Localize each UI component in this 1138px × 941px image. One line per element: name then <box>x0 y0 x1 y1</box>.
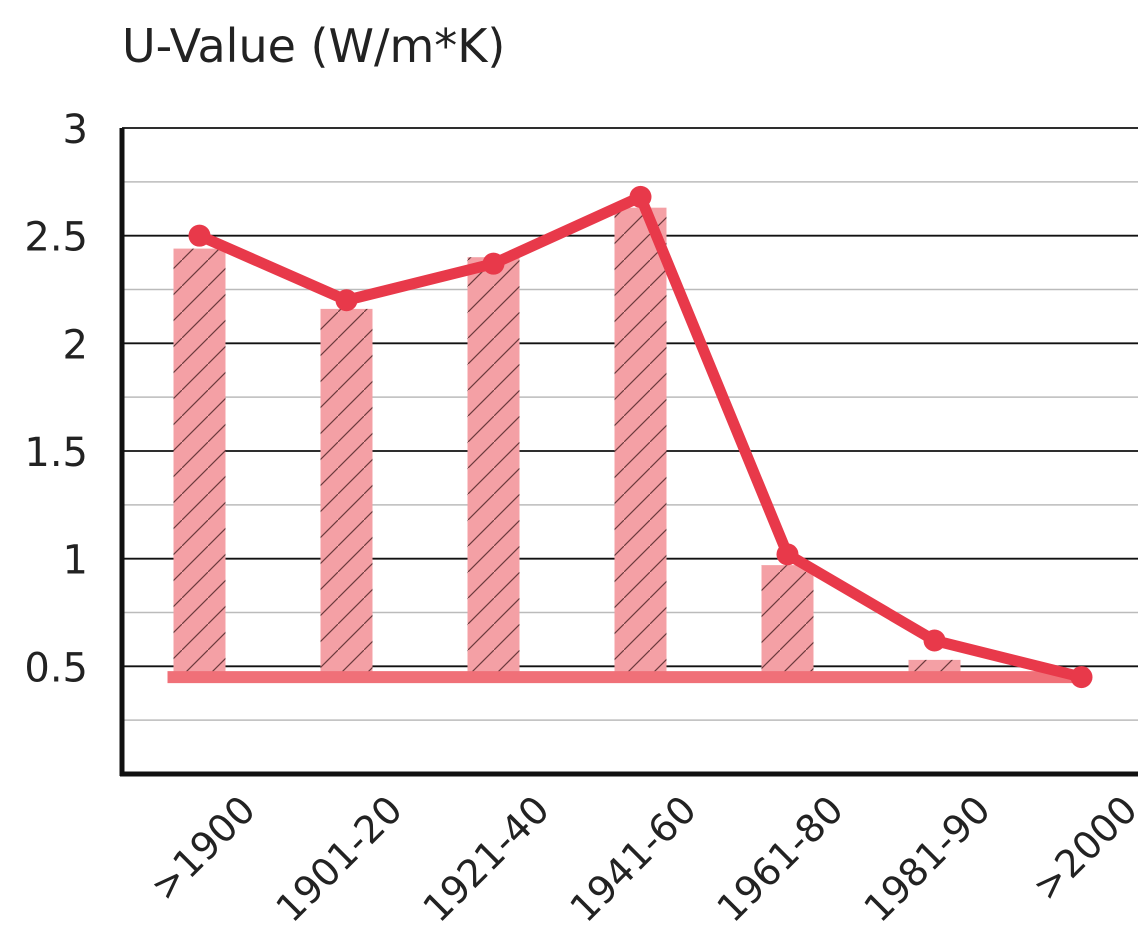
y-tick-label: 2.5 <box>24 215 88 261</box>
y-tick-label: 0.5 <box>24 645 88 691</box>
bar <box>761 565 814 678</box>
y-tick-label: 1 <box>63 538 88 584</box>
x-tick-label: 1961-80 <box>708 787 851 930</box>
x-tick-label: 1921-40 <box>414 787 557 930</box>
x-tick-label: 1981-90 <box>855 787 998 930</box>
x-tick-label: 1941-60 <box>561 787 704 930</box>
y-tick-label: 1.5 <box>24 430 88 476</box>
line-point <box>188 224 211 247</box>
x-tick-label: >1900 <box>142 787 264 909</box>
bar <box>614 207 667 678</box>
bar <box>173 248 226 678</box>
line-point <box>1070 666 1093 689</box>
y-tick-label: 3 <box>63 107 88 153</box>
line-point <box>335 289 358 312</box>
line-point <box>629 185 652 208</box>
y-tick-label: 2 <box>63 322 88 368</box>
chart-title: U-Value (W/m*K) <box>122 19 505 73</box>
bar <box>320 308 373 678</box>
x-tick-label: >2000 <box>1024 787 1138 909</box>
line-point <box>482 252 505 275</box>
line-point <box>923 629 946 652</box>
line-point <box>776 543 799 566</box>
bar <box>467 257 520 678</box>
x-tick-label: 1901-20 <box>267 787 410 930</box>
